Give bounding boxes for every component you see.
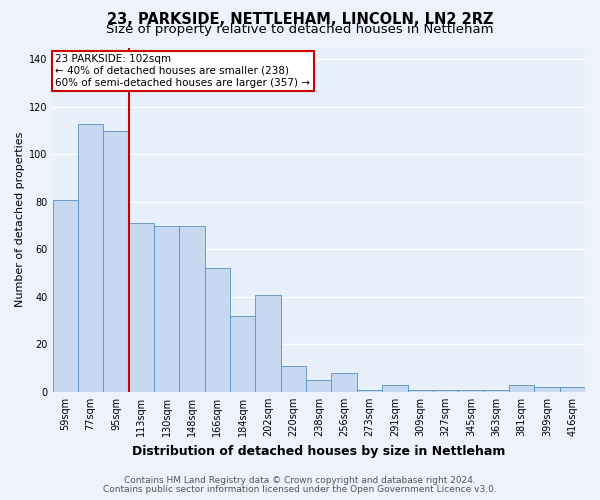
Bar [78, 124, 103, 392]
Bar [407, 390, 433, 392]
Bar [53, 200, 78, 392]
Bar [382, 385, 407, 392]
Bar [560, 387, 585, 392]
Text: Contains HM Land Registry data © Crown copyright and database right 2024.: Contains HM Land Registry data © Crown c… [124, 476, 476, 485]
Y-axis label: Number of detached properties: Number of detached properties [15, 132, 25, 308]
Bar [509, 385, 534, 392]
Text: 23, PARKSIDE, NETTLEHAM, LINCOLN, LN2 2RZ: 23, PARKSIDE, NETTLEHAM, LINCOLN, LN2 2R… [107, 12, 493, 28]
Bar [281, 366, 306, 392]
Bar [534, 387, 560, 392]
Bar [484, 390, 509, 392]
Bar [331, 373, 357, 392]
X-axis label: Distribution of detached houses by size in Nettleham: Distribution of detached houses by size … [132, 444, 505, 458]
Bar [433, 390, 458, 392]
Bar [205, 268, 230, 392]
Text: Size of property relative to detached houses in Nettleham: Size of property relative to detached ho… [106, 22, 494, 36]
Bar [458, 390, 484, 392]
Bar [357, 390, 382, 392]
Bar [256, 294, 281, 392]
Bar [179, 226, 205, 392]
Text: 23 PARKSIDE: 102sqm
← 40% of detached houses are smaller (238)
60% of semi-detac: 23 PARKSIDE: 102sqm ← 40% of detached ho… [55, 54, 310, 88]
Bar [306, 380, 331, 392]
Text: Contains public sector information licensed under the Open Government Licence v3: Contains public sector information licen… [103, 485, 497, 494]
Bar [230, 316, 256, 392]
Bar [103, 130, 128, 392]
Bar [154, 226, 179, 392]
Bar [128, 224, 154, 392]
